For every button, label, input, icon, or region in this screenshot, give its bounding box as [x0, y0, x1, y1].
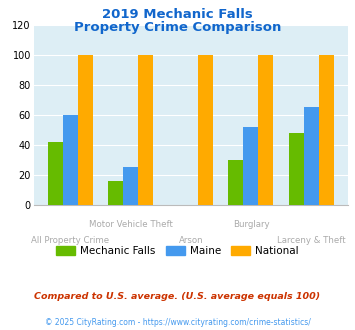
Text: Larceny & Theft: Larceny & Theft — [277, 236, 345, 245]
Text: Property Crime Comparison: Property Crime Comparison — [74, 21, 281, 34]
Text: Compared to U.S. average. (U.S. average equals 100): Compared to U.S. average. (U.S. average … — [34, 292, 321, 301]
Bar — [318, 55, 334, 205]
Bar — [244, 127, 258, 205]
Bar — [63, 115, 78, 205]
Bar — [78, 55, 93, 205]
Text: All Property Crime: All Property Crime — [32, 236, 110, 245]
Bar — [228, 160, 244, 205]
Bar — [304, 107, 318, 205]
Text: Motor Vehicle Theft: Motor Vehicle Theft — [89, 219, 173, 229]
Bar — [138, 55, 153, 205]
Text: Burglary: Burglary — [233, 219, 269, 229]
Text: Arson: Arson — [179, 236, 203, 245]
Bar — [258, 55, 273, 205]
Bar — [108, 181, 123, 205]
Bar — [198, 55, 213, 205]
Legend: Mechanic Falls, Maine, National: Mechanic Falls, Maine, National — [52, 242, 303, 260]
Text: 2019 Mechanic Falls: 2019 Mechanic Falls — [102, 8, 253, 21]
Text: © 2025 CityRating.com - https://www.cityrating.com/crime-statistics/: © 2025 CityRating.com - https://www.city… — [45, 318, 310, 327]
Bar — [289, 133, 304, 205]
Bar — [123, 167, 138, 205]
Bar — [48, 142, 63, 205]
